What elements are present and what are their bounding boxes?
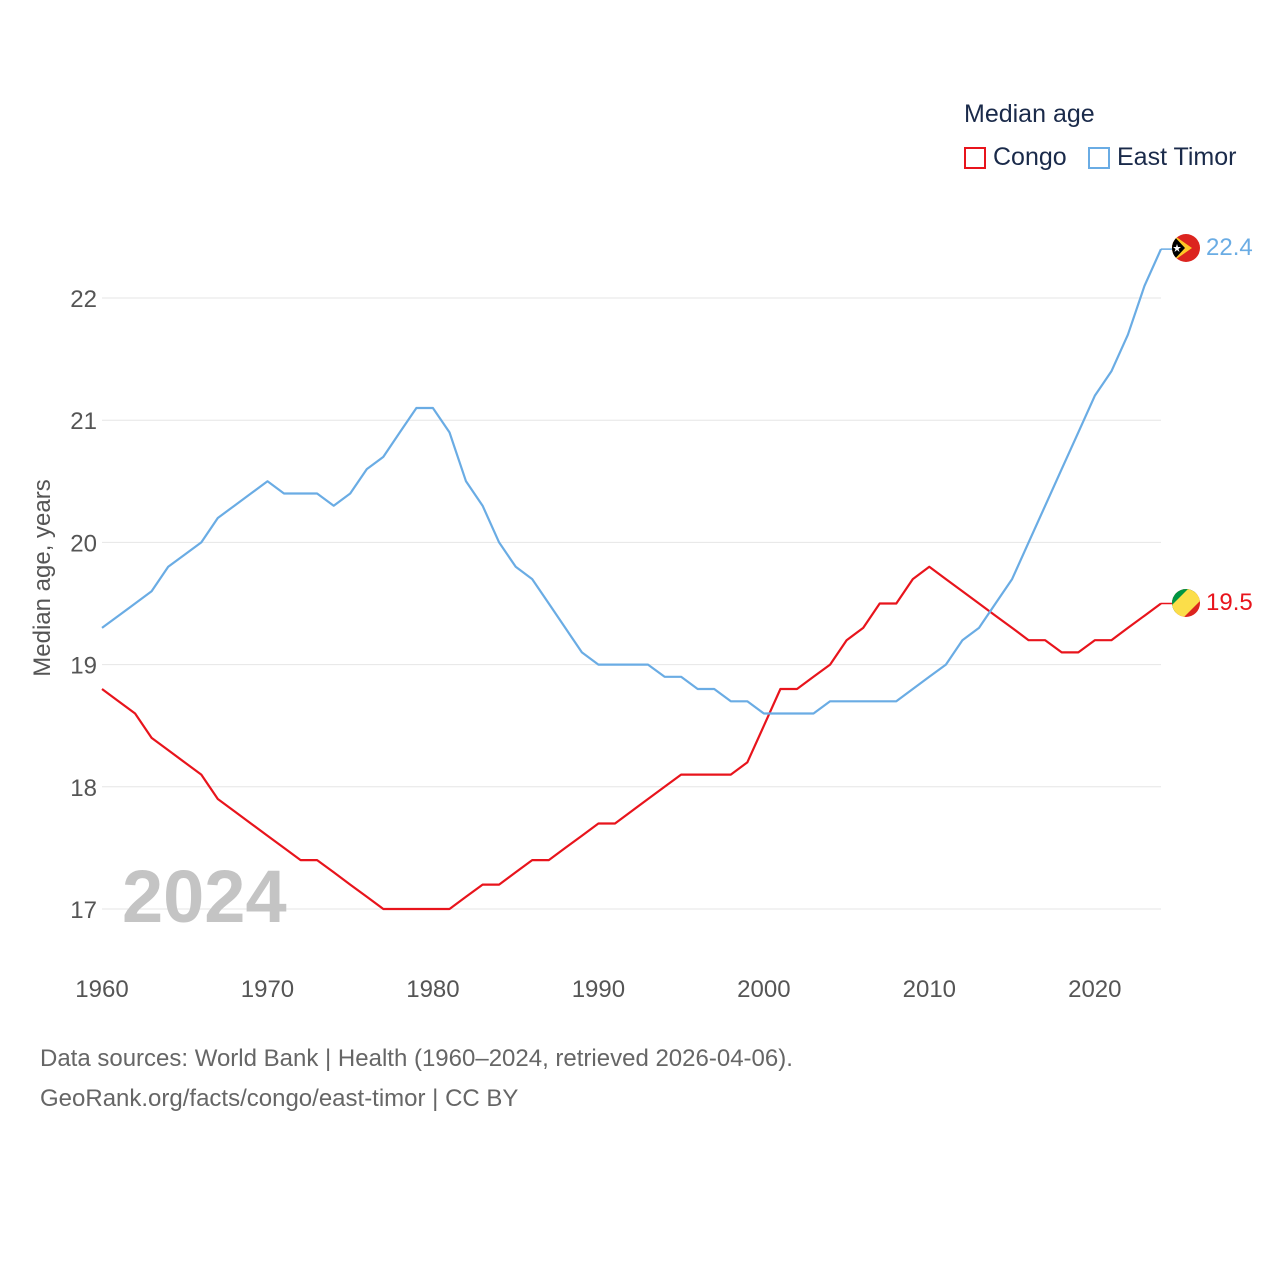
congo-end-value: 19.5: [1206, 589, 1253, 616]
x-tick-1980: 1980: [406, 976, 459, 1003]
series-line-east-timor: [101, 248, 1163, 715]
x-tick-2020: 2020: [1068, 976, 1121, 1003]
y-tick-19: 19: [70, 653, 97, 680]
year-watermark: 2024: [122, 855, 287, 938]
y-axis-label: Median age, years: [29, 479, 56, 676]
east-timor-flag-icon: [1172, 234, 1200, 262]
source-line: Data sources: World Bank | Health (1960–…: [40, 1045, 793, 1072]
legend-swatch-congo: [964, 146, 986, 169]
y-tick-22: 22: [70, 286, 97, 313]
x-tick-2000: 2000: [737, 976, 790, 1003]
x-tick-2010: 2010: [903, 976, 956, 1003]
y-tick-21: 21: [70, 408, 97, 435]
legend-item-east-timor[interactable]: East Timor: [1088, 143, 1236, 172]
legend-label-east-timor: East Timor: [1117, 143, 1237, 171]
series-line-congo: [101, 565, 1162, 911]
legend-label-congo: Congo: [993, 143, 1067, 171]
y-tick-labels: 17 18 19 20 21 22: [70, 286, 97, 924]
y-tick-18: 18: [70, 775, 97, 802]
attribution-link[interactable]: GeoRank.org/facts/congo/east-timor | CC …: [40, 1085, 519, 1112]
x-tick-1960: 1960: [75, 976, 128, 1003]
x-tick-labels: 1960 1970 1980 1990 2000 2010 2020: [75, 976, 1121, 1003]
legend-item-congo[interactable]: Congo: [964, 143, 1067, 172]
congo-flag-icon: [1172, 589, 1200, 617]
y-tick-17: 17: [70, 897, 97, 924]
legend-swatch-east-timor: [1088, 146, 1110, 169]
legend-title: Median age: [964, 100, 1095, 128]
grid-lines: [102, 297, 1161, 910]
series-lines: [101, 248, 1172, 911]
x-tick-1990: 1990: [572, 976, 625, 1003]
y-tick-20: 20: [70, 530, 97, 557]
x-tick-1970: 1970: [241, 976, 294, 1003]
east-timor-end-value: 22.4: [1206, 234, 1253, 261]
